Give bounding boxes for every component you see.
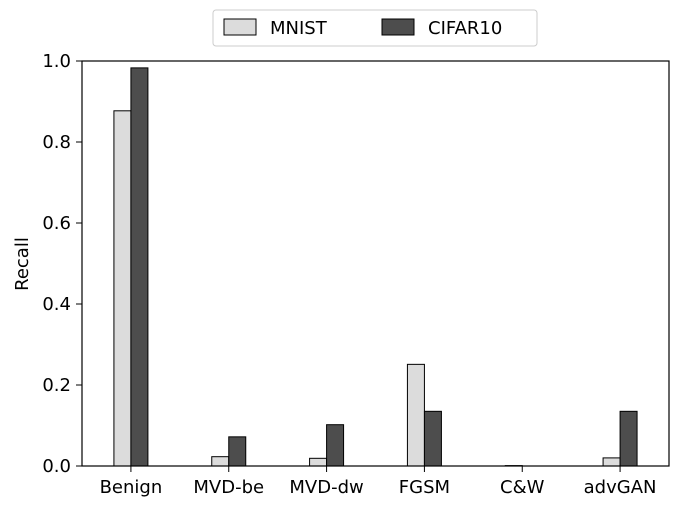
plot-frame (81, 60, 670, 467)
y-tick-label: 0.8 (42, 132, 71, 153)
x-tick-label-benign: Benign (100, 477, 163, 498)
x-tick-label-candw: C&W (500, 477, 545, 498)
x-tick-label-mvd-be: MVD-be (193, 477, 264, 498)
y-tick-label: 0.2 (42, 375, 71, 396)
bar-mnist-advgan (602, 457, 621, 467)
bar-cifar10-mvd-dw (326, 424, 345, 467)
bar-cifar10-advgan (619, 410, 638, 467)
bar-mnist-mvd-be (211, 456, 230, 467)
y-tick-label: 0.6 (42, 213, 71, 234)
x-tick-label-advgan: advGAN (584, 477, 657, 498)
legend-box (212, 9, 538, 47)
legend-swatch-mnist (223, 18, 257, 36)
bar-mnist-mvd-dw (309, 457, 328, 467)
x-tick-label-mvd-dw: MVD-dw (289, 477, 363, 498)
bar-cifar10-mvd-be (228, 436, 247, 467)
x-axis-ticks: Benign MVD-be MVD-dw FGSM C&W advGAN (100, 466, 657, 498)
bar-mnist-fgsm (406, 363, 425, 467)
y-tick-label: 0.4 (42, 294, 71, 315)
y-axis-ticks: 0.0 0.2 0.4 0.6 0.8 1.0 (42, 51, 82, 477)
legend-swatch-cifar10 (381, 18, 415, 36)
y-tick-label: 1.0 (42, 51, 71, 72)
legend: MNIST CIFAR10 (212, 9, 538, 47)
legend-label-cifar10: CIFAR10 (428, 18, 502, 39)
y-axis-title: Recall (12, 237, 33, 291)
legend-label-mnist: MNIST (270, 18, 328, 39)
x-tick-label-fgsm: FGSM (399, 477, 450, 498)
y-tick-label: 0.0 (42, 456, 71, 477)
bars (113, 67, 638, 467)
bar-cifar10-fgsm (423, 410, 442, 467)
bar-mnist-benign (113, 110, 132, 467)
bar-cifar10-benign (130, 67, 149, 467)
